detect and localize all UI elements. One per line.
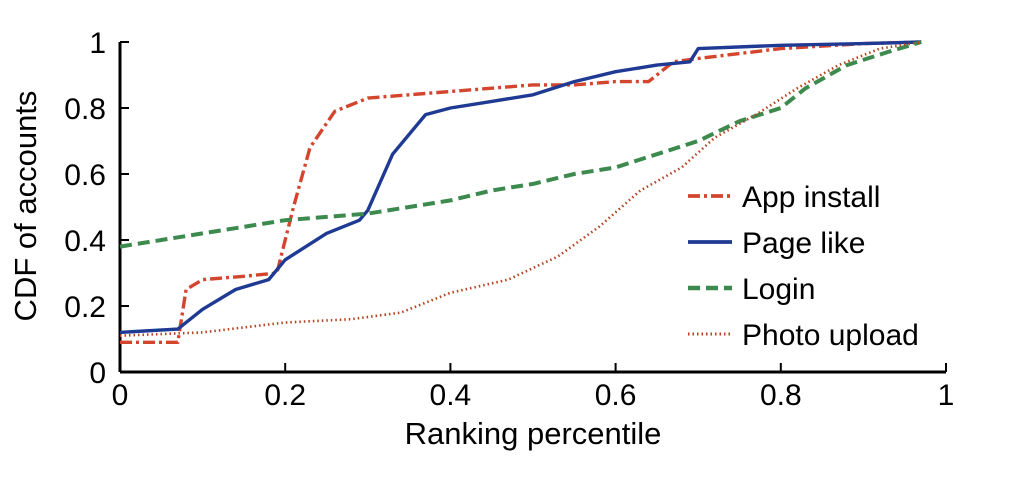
series-lines bbox=[119, 40, 922, 344]
y-tick-label: 1 bbox=[89, 27, 106, 60]
legend-label-app-install: App install bbox=[742, 181, 880, 214]
series-line-photo-upload bbox=[119, 40, 922, 337]
x-axis-title: Ranking percentile bbox=[405, 416, 662, 451]
y-tick-label: 0 bbox=[89, 357, 106, 390]
x-tick-label: 0.6 bbox=[595, 379, 637, 412]
axes: 0 0.2 0.4 0.6 0.8 1 0 0.2 0.4 0.6 0.8 1 bbox=[64, 27, 954, 412]
y-tick-label: 0.8 bbox=[64, 93, 106, 126]
y-axis-title: CDF of accounts bbox=[8, 91, 43, 322]
x-tick-label: 1 bbox=[938, 379, 955, 412]
legend-label-login: Login bbox=[742, 273, 815, 306]
legend-label-photo-upload: Photo upload bbox=[742, 319, 919, 352]
x-tick-label: 0.8 bbox=[760, 379, 802, 412]
y-tick-label: 0.6 bbox=[64, 159, 106, 192]
series-line-app-install bbox=[120, 40, 922, 344]
series-line-page-like bbox=[119, 40, 922, 335]
series-line-login bbox=[119, 40, 922, 249]
y-tick-label: 0.4 bbox=[64, 225, 106, 258]
y-tick-label: 0.2 bbox=[64, 291, 106, 324]
legend: App install Page like Login Photo upload bbox=[688, 181, 919, 352]
legend-label-page-like: Page like bbox=[742, 227, 865, 260]
x-tick-label: 0.2 bbox=[264, 379, 306, 412]
x-tick-label: 0.4 bbox=[430, 379, 472, 412]
x-tick-label: 0 bbox=[112, 379, 129, 412]
